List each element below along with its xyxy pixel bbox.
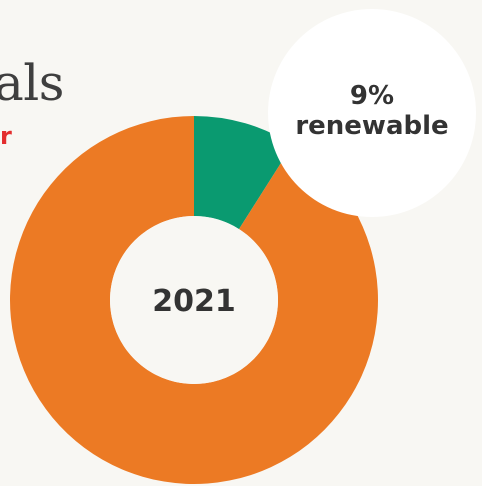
callout-renewable-label: renewable [295,111,448,141]
donut-hole [110,216,278,384]
slice-other [10,116,379,484]
callout-percent-label: 9% [350,81,394,111]
slice-renewable [194,116,293,230]
center-year-label: 2021 [152,284,236,319]
donut-slices [10,116,379,484]
renewable-callout: 9% renewable [268,9,476,217]
chart-subtitle: r [0,122,12,150]
callout-bubble [268,9,476,217]
chart-title: als [0,54,64,112]
